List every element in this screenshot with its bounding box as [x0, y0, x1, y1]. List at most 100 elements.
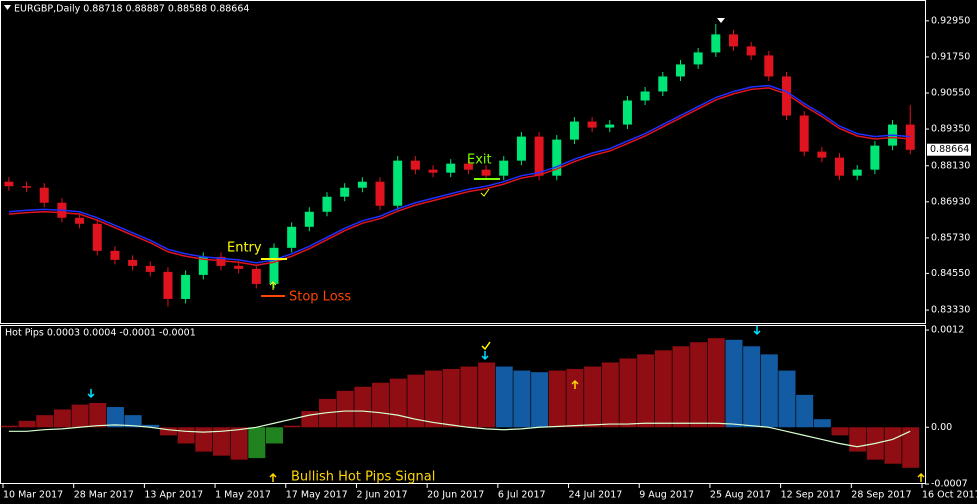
histogram-bar [460, 366, 478, 428]
candle-body [870, 145, 880, 170]
histogram-bar [548, 370, 566, 428]
y-tick-label: 0.0012 [931, 325, 964, 336]
y-tick-label: 0.86930 [931, 196, 970, 207]
histogram-bar [796, 394, 814, 428]
histogram-bar [0, 425, 18, 428]
histogram-bar [336, 390, 354, 428]
y-tick-label: 0.85730 [931, 232, 970, 243]
exit-check [481, 341, 491, 351]
histogram-bar [283, 425, 301, 428]
candle-body [711, 34, 721, 53]
histogram-bar [743, 346, 761, 428]
y-tick-label: 0.00 [931, 422, 952, 433]
histogram-bar [89, 402, 107, 428]
main-title: EURGBP,Daily 0.88718 0.88887 0.88588 0.8… [14, 4, 249, 15]
histogram-bar [849, 427, 867, 452]
histogram-bar [212, 427, 230, 456]
x-tick-label: 13 Apr 2017 [144, 490, 203, 501]
histogram-bar [690, 342, 708, 428]
histogram-bar [902, 427, 920, 468]
candle-body [234, 265, 244, 269]
candle-body [640, 91, 650, 101]
candle-body [322, 196, 332, 212]
y-tick-label: 0.90550 [931, 88, 970, 99]
candle-body [817, 151, 827, 158]
x-tick-label: 1 May 2017 [215, 490, 271, 501]
histogram-bar [619, 358, 637, 428]
candle-body [534, 136, 544, 176]
candle-body [145, 265, 155, 272]
candle-body [463, 163, 473, 170]
sell-arrow [481, 351, 489, 361]
candle-body [128, 259, 138, 266]
histogram-bar [601, 362, 619, 428]
x-tick-label: 20 Jun 2017 [427, 490, 484, 501]
moving-average [8, 84, 911, 264]
entry-arrow [269, 281, 277, 290]
signal-arrows [87, 326, 925, 482]
histogram-bar [707, 338, 725, 428]
indicator-panel-border [0, 325, 926, 484]
candle-body [499, 160, 509, 176]
candle-body [181, 274, 191, 299]
buy-arrow [269, 472, 277, 482]
y-tick-label: 0.84550 [931, 268, 970, 279]
x-tick-label: 12 Sep 2017 [781, 490, 841, 501]
histogram-bar [389, 378, 407, 428]
histogram-bar [584, 366, 602, 428]
sell-arrow [87, 389, 95, 399]
candle-body [110, 250, 120, 260]
indicator-title: Hot Pips 0.0003 0.0004 -0.0001 -0.0001 [5, 328, 196, 339]
x-tick-label: 25 Aug 2017 [710, 490, 771, 501]
histogram-bar [372, 382, 390, 428]
x-tick-label: 24 Jul 2017 [569, 490, 623, 501]
histogram-bar [566, 368, 584, 428]
candle-body [782, 76, 792, 116]
last-price-box [927, 143, 971, 156]
candle-body [799, 115, 809, 152]
candle-body [75, 217, 85, 224]
candle-body [4, 181, 14, 187]
candle-body [428, 169, 438, 173]
candle-body [658, 76, 668, 92]
candle-body [675, 64, 685, 77]
histogram-bar [760, 354, 778, 428]
histogram-bar [442, 368, 460, 428]
y-tick-label: 0.91750 [931, 51, 970, 62]
candle-body [587, 121, 597, 128]
x-tick-label: 28 Mar 2017 [74, 490, 134, 501]
buy-arrow [917, 472, 925, 482]
candle-body [357, 181, 367, 188]
stop-loss-label: Stop Loss [289, 290, 351, 305]
main-panel-border [0, 0, 926, 324]
layers: 0.92950 0.91750 0.90550 0.89350 0.88130 0.869… [0, 15, 977, 501]
histogram-bar [778, 370, 796, 428]
histogram-bar [654, 350, 672, 428]
candle-body [852, 169, 862, 176]
sell-arrow [753, 326, 761, 336]
histogram-bar [265, 427, 283, 444]
candle-body [269, 247, 279, 284]
candle-body [375, 181, 385, 206]
histogram-bar [813, 419, 831, 428]
histogram-bar [159, 427, 177, 436]
histogram-bar [407, 374, 425, 428]
candle-body [446, 163, 456, 173]
histogram-bar [425, 370, 443, 428]
histogram-bar [36, 415, 54, 428]
candle-body [552, 139, 562, 176]
candle-body [410, 160, 420, 170]
candle-body [622, 100, 632, 125]
candle-body [693, 52, 703, 65]
candle-body [251, 268, 261, 284]
x-tick-label: 16 Oct 2017 [922, 490, 977, 501]
histogram-bar [637, 354, 655, 428]
candle-body [304, 211, 314, 227]
y-tick-label: -0.0007 [931, 479, 968, 490]
y-tick-label: 0.92950 [931, 15, 970, 26]
title-marker [4, 5, 11, 10]
histogram-bar [142, 424, 160, 428]
exit-check [480, 188, 490, 197]
